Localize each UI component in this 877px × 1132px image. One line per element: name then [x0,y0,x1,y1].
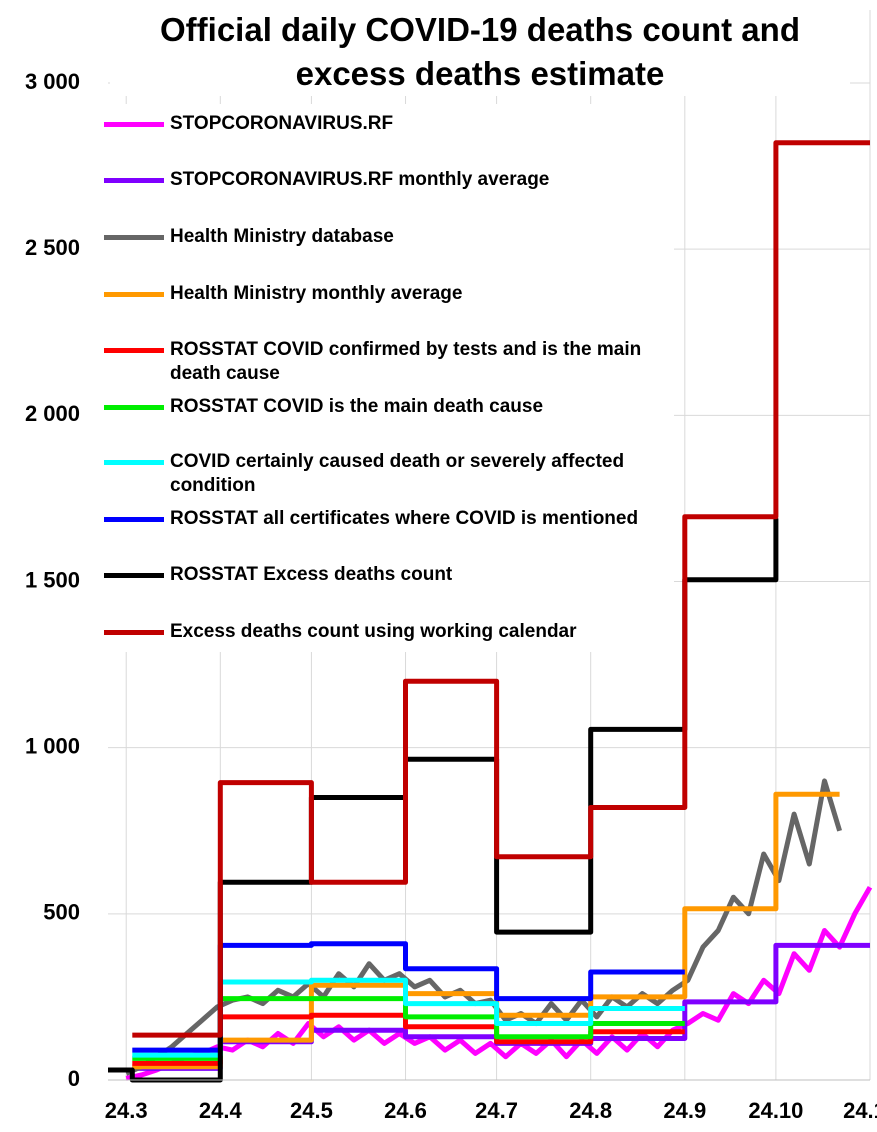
y-tick-label: 3 000 [25,69,80,94]
legend-swatch [104,405,164,410]
legend-swatch [104,292,164,297]
y-tick-label: 2 500 [25,235,80,260]
x-tick-label: 24.11 [843,1098,877,1123]
x-tick-label: 24.3 [105,1098,148,1123]
series-line [132,140,870,1038]
x-tick-label: 24.6 [384,1098,427,1123]
series-line [125,778,842,1076]
legend-entry: COVID certainly caused death or severely… [104,450,660,498]
y-tick-label: 500 [43,900,80,925]
legend-label: STOPCORONAVIRUS.RF [170,113,394,134]
legend-entry: Health Ministry monthly average [104,282,660,306]
y-tick-label: 2 000 [25,401,80,426]
legend-swatch [104,348,164,353]
legend-swatch [104,630,164,635]
x-tick-label: 24.4 [199,1098,243,1123]
legend-entry: STOPCORONAVIRUS.RF monthly average [104,168,660,192]
legend-entry: ROSSTAT all certificates where COVID is … [104,507,660,531]
legend-swatch [104,178,164,183]
legend-swatch [104,122,164,127]
y-tick-label: 1 500 [25,567,80,592]
x-tick-label: 24.9 [663,1098,706,1123]
legend-swatch [104,517,164,522]
legend-label: ROSSTAT Excess deaths count [170,564,453,585]
y-tick-label: 0 [68,1066,80,1091]
legend-label: Excess deaths count using working calend… [170,621,577,642]
legend-label: Health Ministry monthly average [170,283,463,304]
legend-label: ROSSTAT COVID is the main death cause [170,396,544,417]
legend-label: ROSSTAT COVID confirmed by tests and is … [170,339,642,384]
legend-entry: Health Ministry database [104,225,660,249]
legend-label: COVID certainly caused death or severely… [170,451,625,496]
x-tick-label: 24.7 [475,1098,518,1123]
chart-title: Official daily COVID-19 deaths count and… [110,8,850,96]
legend-swatch [104,460,164,465]
legend-entry: Excess deaths count using working calend… [104,620,660,644]
legend-swatch [104,573,164,578]
y-tick-label: 1 000 [25,733,80,758]
legend-label: STOPCORONAVIRUS.RF monthly average [170,169,550,190]
x-tick-label: 24.8 [569,1098,612,1123]
legend-swatch [104,235,164,240]
legend-entry: ROSSTAT Excess deaths count [104,563,660,587]
legend-label: Health Ministry database [170,226,394,247]
legend: STOPCORONAVIRUS.RF STOPCORONAVIRUS.RF mon… [104,104,674,652]
legend-entry: ROSSTAT COVID confirmed by tests and is … [104,338,660,386]
x-tick-label: 24.10 [748,1098,803,1123]
legend-entry: ROSSTAT COVID is the main death cause [104,395,660,419]
x-tick-label: 24.5 [290,1098,333,1123]
legend-entry: STOPCORONAVIRUS.RF [104,112,660,136]
legend-label: ROSSTAT all certificates where COVID is … [170,508,639,529]
